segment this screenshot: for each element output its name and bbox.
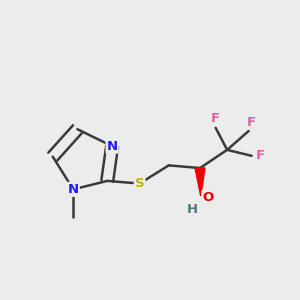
Text: F: F [256, 149, 265, 162]
Text: O: O [202, 191, 214, 204]
Text: H: H [187, 203, 198, 217]
Polygon shape [195, 168, 205, 196]
Text: N: N [68, 183, 79, 196]
Text: F: F [211, 112, 220, 125]
Text: N: N [106, 140, 118, 153]
Text: S: S [135, 177, 144, 190]
Text: F: F [247, 116, 256, 129]
